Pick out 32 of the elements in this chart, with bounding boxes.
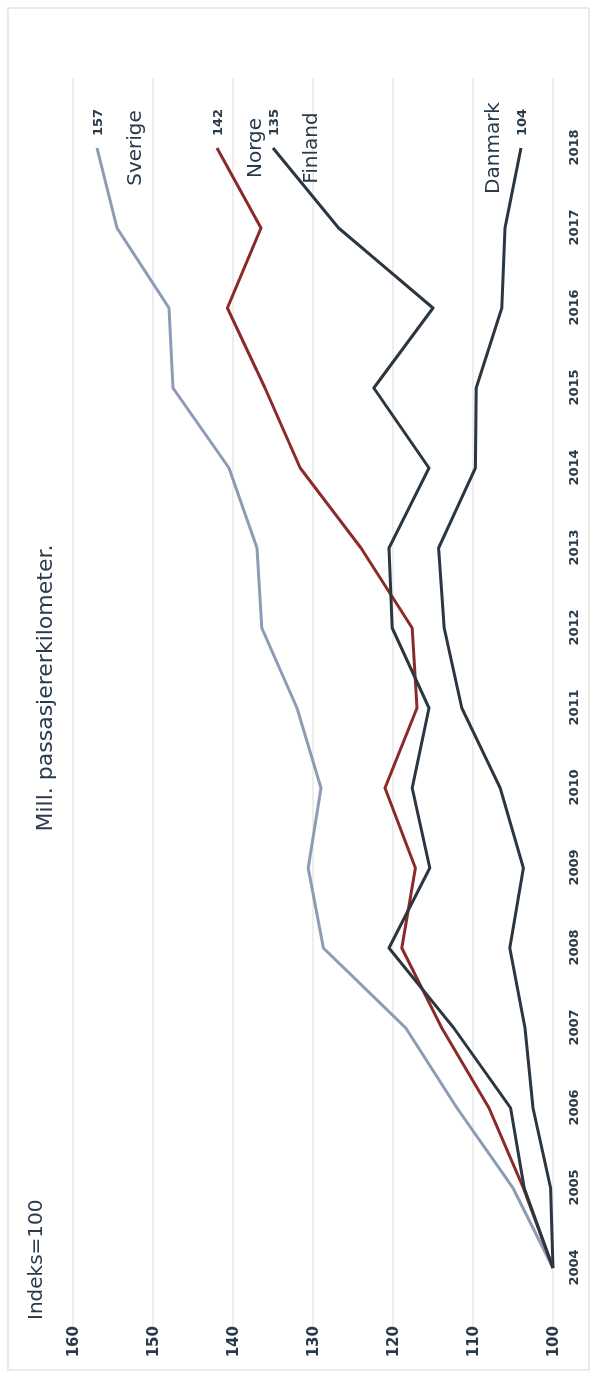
y-tick-label: 2005: [566, 1169, 582, 1206]
y-tick-label: 2017: [566, 209, 582, 246]
x-tick-label: 120: [384, 1326, 403, 1358]
y-tick-label: 2018: [566, 129, 582, 166]
data-label: 135: [266, 108, 281, 136]
y-tick-label: 2007: [566, 1009, 582, 1046]
x-tick-label: 100: [544, 1326, 563, 1358]
text: Norge: [242, 117, 266, 179]
x-tick-label: 110: [464, 1326, 483, 1358]
x-tick-label: 160: [64, 1326, 83, 1358]
text: Sverige: [122, 110, 146, 186]
y-tick-label: 2004: [566, 1249, 582, 1286]
x-tick-label: 140: [224, 1326, 243, 1358]
y-tick-label: 2009: [566, 849, 582, 886]
text: Danmark: [480, 101, 504, 194]
text: Mill. passasjererkilometer.: [32, 544, 57, 832]
y-tick-label: 2013: [566, 529, 582, 566]
data-label: 104: [514, 108, 529, 136]
y-tick-label: 2010: [566, 769, 582, 806]
y-tick-label: 2016: [566, 289, 582, 326]
data-label: 142: [210, 108, 225, 136]
y-tick-label: 2011: [566, 689, 582, 726]
y-tick-label: 2008: [566, 929, 582, 966]
data-label: 157: [90, 108, 105, 136]
text: Indeks=100: [23, 1199, 47, 1320]
y-tick-label: 2014: [566, 449, 582, 486]
x-tick-label: 150: [144, 1326, 163, 1358]
y-tick-label: 2015: [566, 369, 582, 406]
x-tick-label: 130: [304, 1326, 323, 1358]
y-tick-label: 2012: [566, 609, 582, 646]
text: Finland: [298, 112, 322, 184]
y-tick-label: 2006: [566, 1089, 582, 1126]
